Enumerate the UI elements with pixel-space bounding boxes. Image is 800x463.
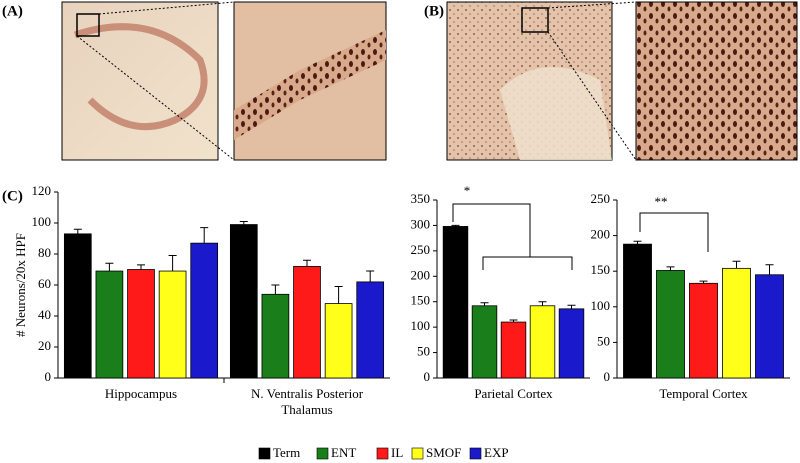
legend-label: SMOF [426,445,461,460]
x-category-label: N. Ventralis Posterior Thalamus [250,386,364,417]
y-tick-label: 250 [411,242,431,257]
connector [547,1,637,9]
error-bar [200,227,209,244]
y-tick-label: 300 [411,216,431,231]
legend-label: ENT [331,445,356,460]
error-bar [567,304,576,309]
y-tick-label: 250 [591,191,611,206]
bar [324,303,353,379]
panel-label: (B) [424,3,444,19]
legend-swatch [469,447,482,460]
y-tick-label: 350 [411,191,431,206]
connector [547,31,637,161]
error-bar [538,301,547,306]
y-tick-label: 120 [32,183,52,198]
connector [98,1,235,15]
y-tick-label: 80 [38,245,51,260]
bar [293,265,321,379]
bar [261,293,290,379]
error-bar [239,220,248,225]
x-category-label: Temporal Cortex [659,386,748,401]
y-tick-label: 200 [411,267,431,282]
error-bar [633,240,642,245]
y-tick-label: 20 [38,338,51,353]
bar [623,243,652,379]
legend-label: Term [273,445,300,460]
bar [471,305,498,379]
bar [190,242,219,379]
y-tick-label: 40 [38,307,51,322]
tissue-band [500,67,612,160]
y-tick-label: 50 [417,344,430,359]
error-bar [509,319,518,323]
error-bar [303,259,311,267]
y-tick-label: 200 [591,227,611,242]
bar [63,233,92,379]
y-tick-label: 50 [597,333,610,348]
y-tick-label: 0 [604,369,611,384]
legend-swatch [258,447,271,460]
legend-label: IL [391,445,403,460]
error-bar [732,260,741,269]
error-bar [480,302,489,306]
error-bar [451,224,460,227]
connector [76,35,235,161]
y-tick-label: 60 [38,276,51,291]
bar [442,226,469,379]
bar [127,269,155,379]
x-category-label: Parietal Cortex [474,386,553,401]
significance-bracket [639,212,709,252]
cell-layer [234,30,386,140]
error-bar [271,284,280,295]
bar [158,270,187,379]
error-bar [666,266,675,271]
y-tick-label: 0 [45,369,52,384]
legend-label: EXP [484,445,509,460]
bar [529,305,556,379]
legend-swatch [411,447,424,460]
y-tick-label: 100 [591,298,611,313]
error-bar [765,264,774,275]
y-tick-label: 150 [411,293,431,308]
x-category-label: Hippocampus [104,386,178,401]
bar [356,281,385,379]
legend-swatch [376,447,389,460]
bar [558,308,585,379]
panel-label: (A) [2,3,23,19]
error-bar [137,264,145,270]
zoom-box [76,13,100,37]
zoom-box [521,7,549,33]
error-bar [105,262,114,272]
error-bar [168,255,177,272]
bar [229,224,258,379]
bar [722,267,751,379]
annotation: * [464,183,471,198]
y-tick-label: 150 [591,262,611,277]
bar [755,274,784,379]
error-bar [699,280,708,284]
error-bar [334,286,343,304]
tissue-band [73,23,208,131]
micrograph-zoom [635,1,798,161]
panel-label: (C) [2,188,23,204]
error-bar [73,228,82,234]
bar [95,270,124,379]
error-bar [366,270,375,282]
bar [656,270,685,379]
y-tick-label: 100 [32,214,52,229]
y-tick-label: 0 [424,369,431,384]
y-axis-label: # Neurons/20x HPF [13,233,28,337]
bar [689,282,718,379]
y-tick-label: 100 [411,318,431,333]
bar [500,321,527,379]
legend-swatch [316,447,329,460]
significance-bracket [452,203,573,270]
annotation: ** [655,194,668,209]
